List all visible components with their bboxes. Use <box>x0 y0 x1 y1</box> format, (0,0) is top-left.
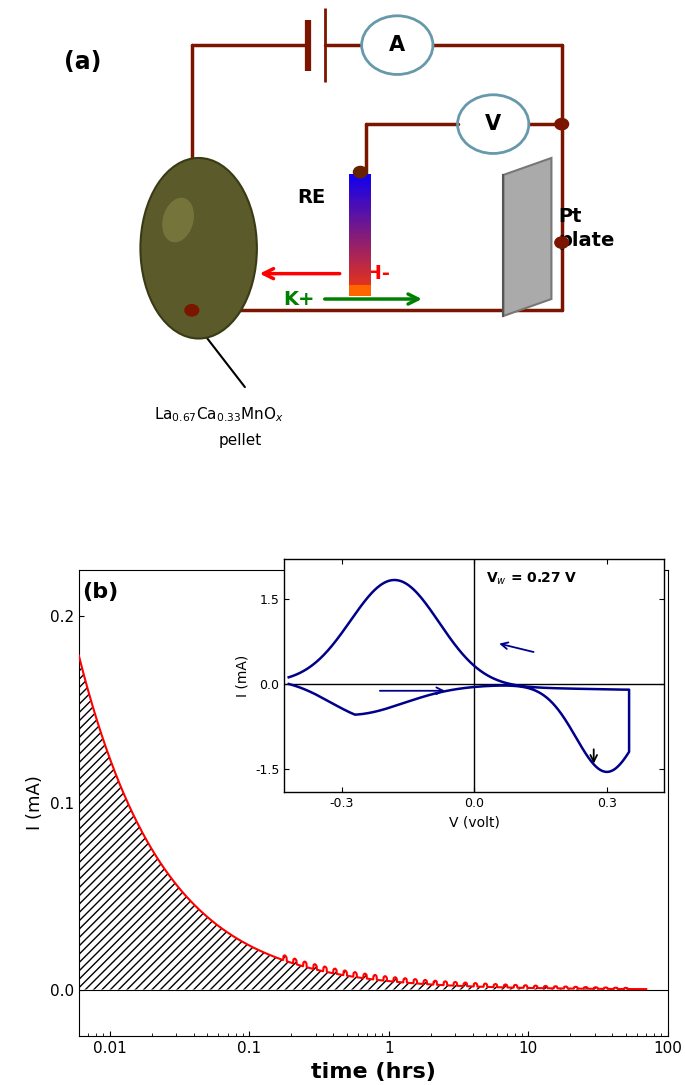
Circle shape <box>555 118 569 130</box>
X-axis label: V (volt): V (volt) <box>449 816 500 829</box>
Bar <box>349 222 371 226</box>
Text: La$_{0.67}$Ca$_{0.33}$MnO$_x$: La$_{0.67}$Ca$_{0.33}$MnO$_x$ <box>154 406 284 424</box>
Bar <box>349 214 371 216</box>
Bar <box>349 264 371 267</box>
Bar <box>349 256 371 259</box>
Text: V$_w$ = 0.27 V: V$_w$ = 0.27 V <box>486 571 577 587</box>
Bar <box>349 227 371 229</box>
Bar <box>349 215 371 218</box>
Bar <box>349 200 371 203</box>
Bar <box>349 217 371 220</box>
Text: RE: RE <box>297 188 325 207</box>
Bar <box>349 283 371 285</box>
Bar <box>349 225 371 228</box>
Bar <box>349 245 371 248</box>
Circle shape <box>185 305 199 316</box>
Bar <box>349 194 371 197</box>
Bar <box>349 212 371 215</box>
Bar <box>349 253 371 256</box>
Bar <box>349 219 371 222</box>
Text: (b): (b) <box>82 582 118 601</box>
Circle shape <box>353 166 367 178</box>
Bar <box>349 192 371 195</box>
Bar <box>349 186 371 188</box>
Bar <box>349 183 371 187</box>
Bar <box>349 234 371 237</box>
Text: (a): (a) <box>64 50 101 74</box>
Circle shape <box>555 237 569 248</box>
Text: Pt
plate: Pt plate <box>558 207 614 250</box>
Bar <box>349 284 371 288</box>
Bar <box>349 235 371 239</box>
Bar <box>349 232 371 235</box>
Bar <box>349 202 371 205</box>
Text: pellet: pellet <box>218 433 262 448</box>
Bar <box>349 273 371 277</box>
Bar <box>349 266 371 269</box>
Text: OH-: OH- <box>349 264 390 283</box>
Bar <box>349 174 371 177</box>
Bar <box>349 220 371 224</box>
Bar <box>349 263 371 265</box>
Bar <box>349 181 371 184</box>
Bar <box>349 255 371 257</box>
Bar <box>349 199 371 201</box>
Bar <box>349 191 371 194</box>
Bar <box>349 268 371 271</box>
Bar <box>349 189 371 192</box>
Bar <box>349 238 371 241</box>
Bar <box>349 279 371 282</box>
Bar <box>349 204 371 207</box>
X-axis label: time (hrs): time (hrs) <box>311 1061 436 1082</box>
Text: V: V <box>485 114 501 135</box>
Bar <box>349 240 371 243</box>
Text: A: A <box>389 35 406 55</box>
Bar <box>349 285 371 296</box>
Bar <box>349 228 371 231</box>
Bar <box>349 271 371 275</box>
Ellipse shape <box>162 197 194 242</box>
Y-axis label: I (mA): I (mA) <box>26 776 45 830</box>
Bar <box>349 248 371 252</box>
Bar <box>349 178 371 180</box>
Bar <box>349 209 371 213</box>
Text: K+: K+ <box>284 290 315 308</box>
Bar <box>349 260 371 264</box>
Bar <box>349 258 371 261</box>
Bar <box>349 206 371 208</box>
Bar <box>349 187 371 190</box>
Polygon shape <box>503 158 551 316</box>
Bar <box>349 179 371 182</box>
Bar <box>349 276 371 279</box>
Bar <box>349 277 371 280</box>
Bar <box>349 281 371 284</box>
Bar <box>349 270 371 272</box>
Bar <box>349 243 371 246</box>
Bar <box>349 247 371 251</box>
Ellipse shape <box>140 158 257 339</box>
Bar <box>349 230 371 233</box>
Bar <box>349 242 371 244</box>
Y-axis label: I (mA): I (mA) <box>236 654 249 697</box>
Bar <box>349 176 371 179</box>
Bar <box>349 196 371 200</box>
Bar <box>349 207 371 210</box>
Bar <box>349 251 371 254</box>
